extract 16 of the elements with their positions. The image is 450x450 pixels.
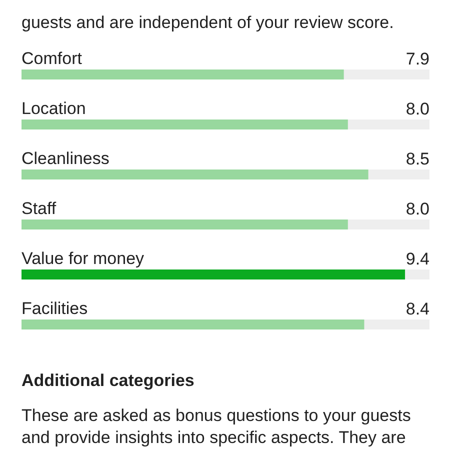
y-tick-label: Staff <box>22 199 56 218</box>
y-tick-label: Cleanliness <box>22 149 110 168</box>
text: and provide insights into specific aspects. They are <box>22 428 406 447</box>
data-label: 8.4 <box>406 300 430 318</box>
text: guests and are independent of your review score. <box>22 13 394 32</box>
y-tick-label: Value for money <box>22 249 145 268</box>
data-label: 9.4 <box>406 250 430 268</box>
text: These are asked as bonus questions to your guests <box>22 406 411 425</box>
y-tick-label: Location <box>22 99 86 118</box>
data-label: 7.9 <box>406 50 430 68</box>
text: Additional categories <box>22 371 194 390</box>
y-tick-label: Facilities <box>22 299 88 318</box>
y-tick-label: Comfort <box>22 49 82 68</box>
data-label: 8.0 <box>406 200 430 218</box>
data-label: 8.0 <box>406 100 430 118</box>
data-label: 8.5 <box>406 150 430 168</box>
